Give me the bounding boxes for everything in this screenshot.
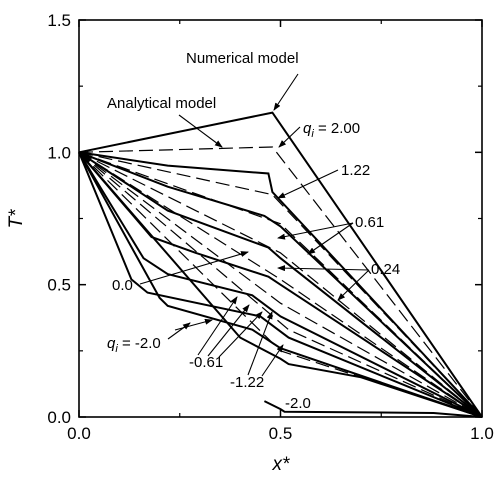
y-tick-label: 0.5 [47,276,71,295]
annotation-layer: Numerical model Analytical model qi = 2.00… [107,50,400,412]
x-tick-label: 0.0 [67,424,91,443]
annotation-arrow-qm20 [174,318,213,331]
annotation-numerical: Numerical model [186,50,299,67]
analytical-curve-5 [78,151,483,418]
annotation-analytical: Analytical model [107,95,216,112]
numerical-curve-12 [78,151,483,418]
annotation-arrow-qm122 [247,311,273,376]
numerical-curve-14 [78,151,483,418]
annotation-q00: 0.0 [112,277,133,294]
series-layer [78,111,483,418]
numerical-curve-2 [78,151,483,418]
ticks-layer: 0.0 0.5 1.0 0.0 0.5 1.0 1.5 [47,11,493,443]
x-axis-title: x* [272,454,291,475]
y-tick-label: 1.0 [47,143,71,162]
annotation-arrow-qm061 [218,311,263,358]
annotation-arrow-numerical [273,73,299,111]
annotation-q200: qi = 2.00 [303,120,360,140]
annotation-q122: 1.22 [341,162,370,179]
annotation-arrow-qm122 [261,344,284,377]
analytical-curve-3 [78,151,483,418]
numerical-curve-16 [78,151,483,418]
y-tick-label: 1.5 [47,11,71,30]
annotation-arrow-q024 [337,269,370,301]
y-tick-label: 0.0 [47,408,71,427]
annotation-qm20b: -2.0 [285,395,311,412]
annotation-q061: 0.61 [355,214,384,231]
numerical-curve-17 [263,400,483,418]
annotation-arrow-q00 [139,251,249,285]
numerical-curve-6 [78,151,483,418]
annotation-arrow-q024 [277,265,370,272]
analytical-curve-13 [78,151,483,418]
x-tick-label: 1.0 [470,424,494,443]
plot-frame [78,19,483,418]
annotation-arrow-q200 [278,126,301,148]
annotation-arrow-qm20 [167,322,191,340]
annotation-arrow-q122 [277,169,339,199]
x-tick-label: 0.5 [269,424,293,443]
numerical-curve-0 [78,111,483,418]
annotation-arrow-analytical [178,114,223,148]
annotation-arrow-qm061 [207,304,250,357]
annotation-qm122: -1.22 [230,374,264,391]
annotation-arrow-q061 [307,222,354,255]
annotation-qm20: qi = -2.0 [107,335,161,355]
analytical-curve-9 [78,151,483,418]
analytical-curve-11 [78,151,483,418]
annotation-arrow-q061 [277,222,354,240]
annotation-arrow-qm061 [197,296,238,356]
annotation-q024: 0.24 [371,261,400,278]
analytical-curve-7 [78,151,483,418]
analytical-curve-1 [78,146,483,418]
numerical-curve-10 [78,151,483,418]
annotation-qm061: -0.61 [189,354,223,371]
y-axis-title: T* [6,209,27,229]
